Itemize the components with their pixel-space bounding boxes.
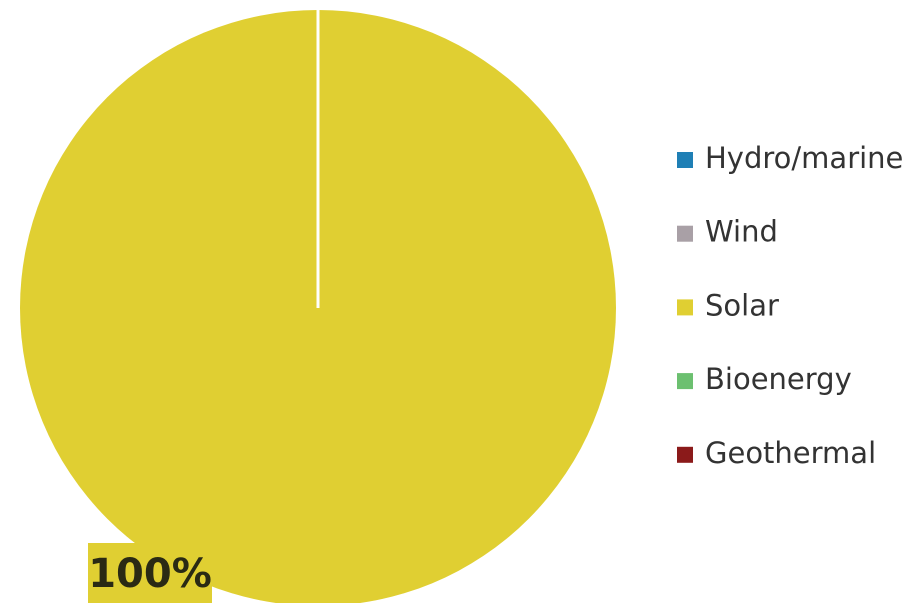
legend-swatch: [677, 446, 693, 463]
value-label: 100%: [88, 551, 212, 597]
legend-label: Hydro/marine: [705, 141, 903, 175]
legend-swatch: [677, 152, 693, 168]
legend-swatch: [677, 373, 693, 390]
legend-swatch: [677, 225, 693, 242]
legend-label: Wind: [705, 215, 778, 249]
legend-label: Solar: [705, 288, 779, 322]
legend-swatch: [677, 299, 693, 316]
legend-label: Bioenergy: [705, 362, 852, 396]
legend-label: Geothermal: [705, 436, 876, 470]
value-label-bg: [88, 543, 212, 603]
